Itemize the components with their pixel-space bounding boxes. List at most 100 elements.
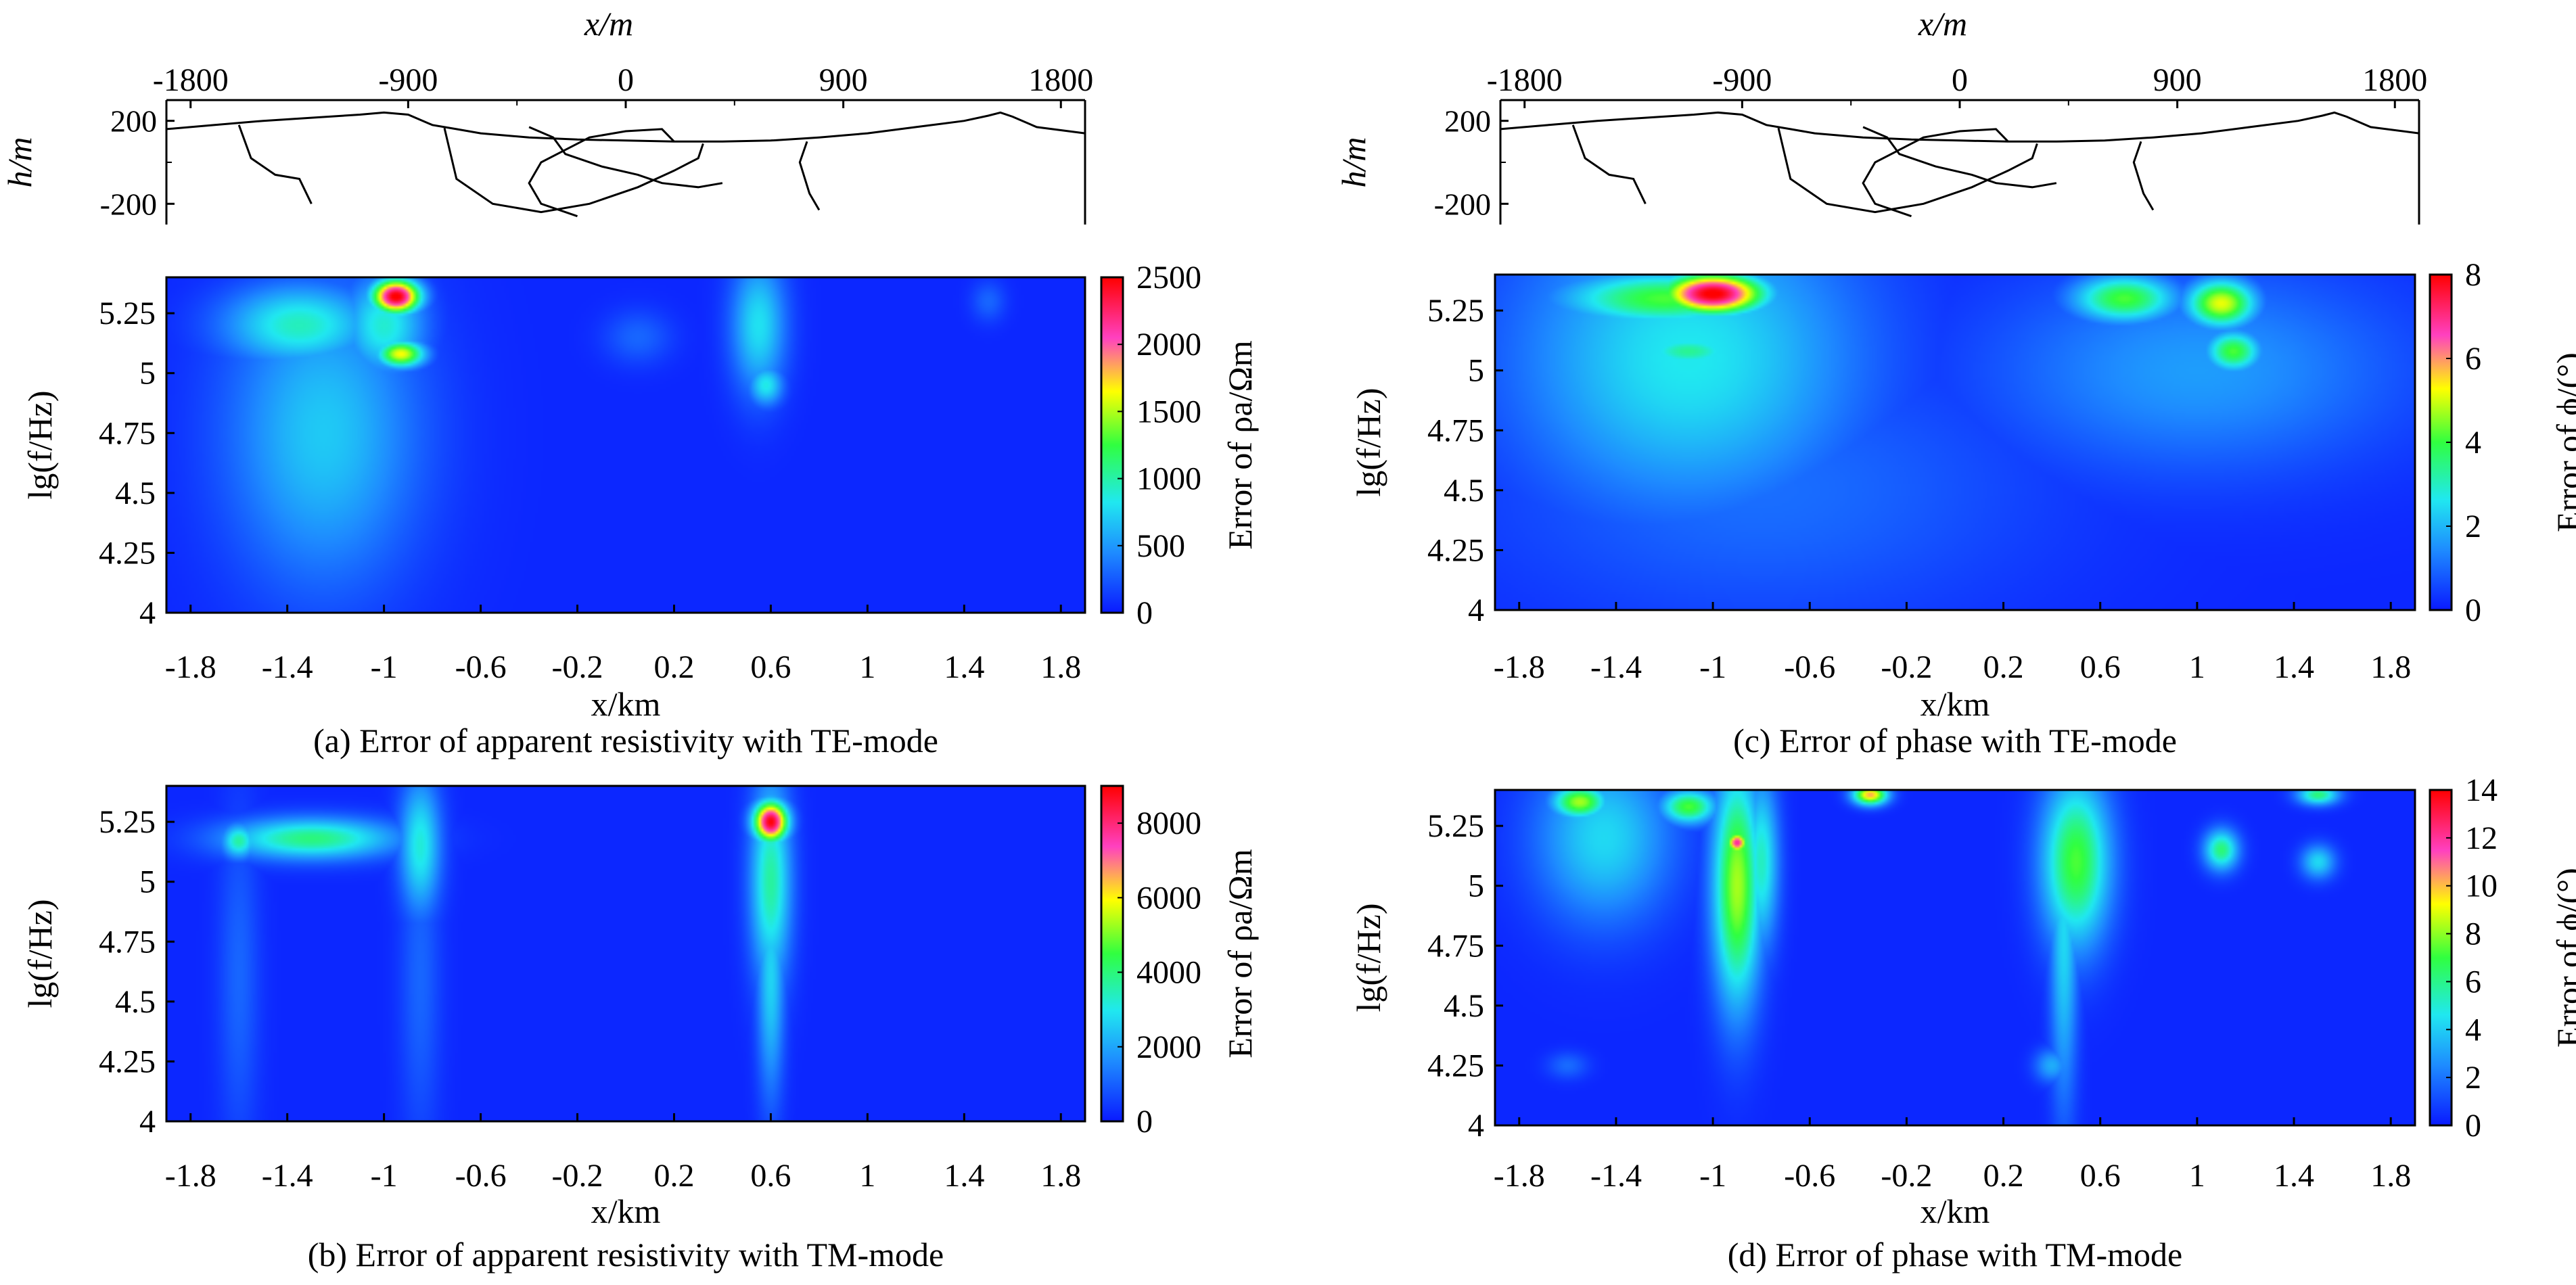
y-tick-label: 5 [139, 864, 156, 900]
topo-y-tick-label: -200 [1434, 187, 1491, 221]
y-axis-label: lg(f/Hz) [21, 390, 59, 499]
geologic-boundary-line [443, 128, 704, 214]
y-axis-label: lg(f/Hz) [1350, 903, 1387, 1012]
y-tick-label: 4 [139, 595, 156, 631]
topo-x-tick-label: 0 [618, 62, 634, 98]
x-tick-label: -0.6 [455, 1158, 507, 1194]
x-tick-label: -1 [1699, 649, 1726, 685]
colorbar-tick-label: 4000 [1136, 955, 1201, 991]
colorbar-tick-label: 2000 [1136, 1029, 1201, 1065]
topography-profile-left: -1800 -900 0 900 1800 200 -200 x/m h/m [1, 5, 1093, 225]
colorbar-tick-label: 4 [2465, 1012, 2481, 1048]
y-tick-label: 4.25 [1427, 1048, 1484, 1083]
x-tick-label: 1.4 [2274, 1158, 2314, 1194]
y-tick-label: 5 [1468, 353, 1484, 389]
topo-x-label: x/m [584, 5, 633, 43]
y-tick-label: 4.25 [99, 1044, 156, 1079]
y-tick-label: 4 [139, 1104, 156, 1140]
y-axis-label: lg(f/Hz) [21, 899, 59, 1008]
colorbar-tick-label: 6 [2465, 341, 2481, 377]
panel-b-tm-resistivity: -1.8 -1.4 -1 -0.6 -0.2 0.2 0.6 1 1.4 1.8 4 4.25 4.5 4… [21, 785, 1259, 1274]
x-tick-label: -0.2 [552, 649, 603, 685]
x-tick-label: -0.2 [1881, 1158, 1932, 1194]
x-tick-label: -1.8 [165, 1158, 216, 1194]
colorbar-tick-label: 8 [2465, 257, 2481, 293]
colorbar-label: Error of ϕ/(°) [2550, 352, 2576, 532]
colorbar-tick-label: 2500 [1136, 260, 1201, 296]
panel-caption: (b) Error of apparent resistivity with T… [308, 1236, 944, 1274]
y-tick-label: 4.5 [1444, 988, 1484, 1024]
colorbar-tick-label: 6000 [1136, 880, 1201, 916]
y-tick-label: 5.25 [99, 804, 156, 840]
plot-frame [1494, 789, 2416, 1127]
colorbar-tick-label: 2 [2465, 1060, 2481, 1096]
plot-frame [1494, 273, 2416, 611]
x-axis-label: x/km [591, 1192, 661, 1230]
colorbar-tick-label: 8000 [1136, 805, 1201, 841]
x-tick-label: 0.2 [1983, 649, 2024, 685]
panel-caption: (d) Error of phase with TM-mode [1728, 1236, 2183, 1274]
y-axis-label: lg(f/Hz) [1350, 388, 1387, 496]
colorbar-label: Error of ρa/Ωm [1221, 340, 1259, 549]
geologic-boundary-line [528, 128, 675, 218]
x-tick-label: -1.4 [262, 649, 313, 685]
x-tick-label: -1.4 [1590, 1158, 1642, 1194]
panel-a-te-resistivity: -1.8 -1.4 -1 -0.6 -0.2 0.2 0.6 1 1.4 1.8 4 4.25 4.5 4… [21, 260, 1259, 760]
x-tick-label: 0.2 [653, 1158, 694, 1194]
colorbar-tick-label: 12 [2465, 820, 2498, 856]
x-tick-label: -1.8 [1494, 649, 1545, 685]
y-tick-label: 4.5 [115, 475, 156, 511]
topo-y-tick-label: 200 [110, 104, 157, 139]
y-tick-label: 4.75 [99, 924, 156, 960]
colorbar-tick-label: 2000 [1136, 327, 1201, 363]
x-tick-label: 0.6 [2080, 1158, 2121, 1194]
plot-frame [165, 276, 1086, 614]
topo-y-label: h/m [1, 137, 39, 188]
x-tick-label: 0.2 [653, 649, 694, 685]
x-tick-label: -1.4 [1590, 649, 1642, 685]
plot-frame [165, 785, 1086, 1123]
colorbar [1100, 785, 1124, 1123]
colorbar-tick-label: 1000 [1136, 461, 1201, 497]
x-tick-label: 1 [2189, 649, 2205, 685]
geologic-boundary-line [1862, 126, 2057, 189]
geologic-boundary-line [528, 126, 723, 189]
y-tick-label: 4 [1468, 592, 1484, 628]
colorbar-tick-label: 2 [2465, 509, 2481, 544]
topo-x-tick-label: -1800 [1487, 62, 1563, 98]
colorbar [1100, 276, 1124, 614]
topo-x-tick-label: -900 [1712, 62, 1772, 98]
topo-y-label: h/m [1335, 137, 1373, 188]
colorbar-label: Error of ρa/Ωm [1221, 849, 1259, 1058]
x-tick-label: 1 [2189, 1158, 2205, 1194]
x-tick-label: 1.4 [944, 1158, 984, 1194]
geologic-boundary-line [798, 141, 821, 211]
x-tick-label: -1 [1699, 1158, 1726, 1194]
topo-y-tick-label: -200 [100, 187, 157, 221]
topo-x-label: x/m [1918, 5, 1967, 43]
x-tick-label: -0.6 [455, 649, 507, 685]
colorbar-tick-label: 0 [2465, 1108, 2481, 1144]
x-axis-label: x/km [1920, 1192, 1990, 1230]
geologic-boundary-line [1571, 124, 1647, 204]
x-tick-label: -1 [371, 1158, 398, 1194]
heatmap-field [166, 277, 1085, 613]
y-tick-label: 5.25 [1427, 808, 1484, 844]
x-tick-label: -1.8 [1494, 1158, 1545, 1194]
x-tick-label: -1.4 [262, 1158, 313, 1194]
colorbar-tick-label: 14 [2465, 772, 2498, 808]
y-tick-label: 4.5 [115, 984, 156, 1020]
heatmap-field [166, 786, 1085, 1121]
y-tick-label: 5 [1468, 868, 1484, 904]
topo-x-tick-label: 900 [2153, 62, 2202, 98]
y-tick-label: 4 [1468, 1108, 1484, 1144]
x-axis-label: x/km [591, 685, 661, 723]
x-tick-label: -0.6 [1784, 1158, 1835, 1194]
y-tick-label: 4.25 [99, 535, 156, 571]
panel-d-tm-phase: -1.8 -1.4 -1 -0.6 -0.2 0.2 0.6 1 1.4 1.8 4 4.25 4.5 4… [1350, 772, 2576, 1274]
topo-x-tick-label: 1800 [2362, 62, 2427, 98]
colorbar-tick-label: 8 [2465, 916, 2481, 952]
topo-x-tick-label: 900 [819, 62, 868, 98]
heatmap-field [1495, 790, 2415, 1125]
